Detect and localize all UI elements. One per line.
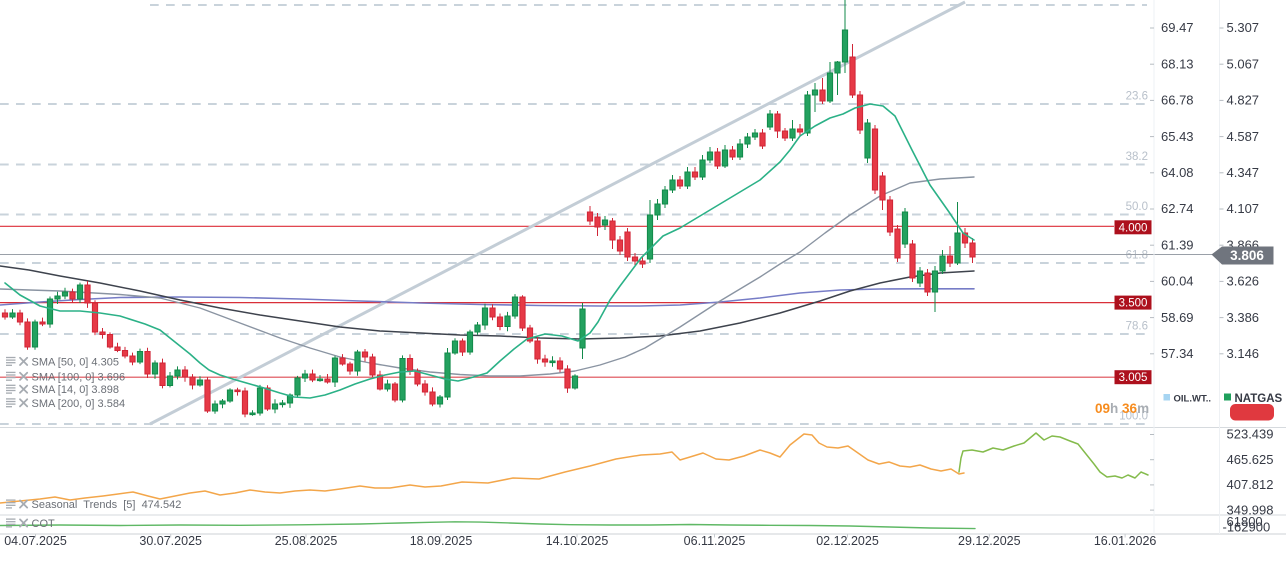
svg-text:60.04: 60.04 [1161,274,1194,289]
svg-text:523.439: 523.439 [1227,427,1274,442]
svg-text:25.08.2025: 25.08.2025 [275,534,338,548]
svg-text:4.000: 4.000 [1119,222,1148,234]
svg-text:18.09.2025: 18.09.2025 [410,534,473,548]
svg-text:SMA [50, 0] 4.305: SMA [50, 0] 4.305 [32,356,119,368]
svg-text:58.69: 58.69 [1161,310,1194,325]
svg-text:23.6: 23.6 [1126,91,1148,103]
svg-text:4.827: 4.827 [1227,93,1260,108]
svg-text:06.11.2025: 06.11.2025 [684,534,746,548]
svg-text:02.12.2025: 02.12.2025 [816,534,879,548]
svg-text:57.34: 57.34 [1161,346,1194,361]
svg-text:5.067: 5.067 [1227,56,1260,71]
svg-text:100.0: 100.0 [1119,411,1148,423]
svg-text:5.307: 5.307 [1227,20,1260,35]
svg-text:29.12.2025: 29.12.2025 [958,534,1021,548]
svg-text:64.08: 64.08 [1161,165,1194,180]
svg-text:COT: COT [32,518,56,530]
svg-text:66.78: 66.78 [1161,93,1194,108]
svg-text:62.74: 62.74 [1161,201,1194,216]
svg-text:-162900: -162900 [1223,520,1271,535]
svg-text:09h 36m: 09h 36m [1095,401,1149,416]
svg-text:NATGAS: NATGAS [1235,393,1283,405]
svg-text:14.10.2025: 14.10.2025 [546,534,609,548]
svg-text:3.626: 3.626 [1227,274,1260,289]
svg-text:3.146: 3.146 [1227,346,1260,361]
svg-text:SMA [100, 0] 3.696: SMA [100, 0] 3.696 [32,371,126,383]
svg-text:407.812: 407.812 [1227,477,1274,492]
svg-text:3.386: 3.386 [1227,310,1260,325]
svg-text:30.07.2025: 30.07.2025 [139,534,202,548]
svg-text:SMA [200, 0] 3.584: SMA [200, 0] 3.584 [32,398,126,410]
svg-text:349.998: 349.998 [1227,502,1274,517]
svg-text:04.07.2025: 04.07.2025 [4,534,67,548]
svg-text:61800: 61800 [1227,514,1263,529]
svg-text:61.8: 61.8 [1126,250,1148,262]
svg-text:68.13: 68.13 [1161,56,1194,71]
svg-text:61.39: 61.39 [1161,237,1194,252]
svg-text:4.587: 4.587 [1227,129,1260,144]
svg-text:Seasonal Trends [5] 474.542: Seasonal Trends [5] 474.542 [32,499,182,511]
svg-text:69.47: 69.47 [1161,20,1194,35]
svg-text:3.806: 3.806 [1230,248,1264,263]
svg-text:4.347: 4.347 [1227,165,1260,180]
svg-text:50.0: 50.0 [1126,201,1148,213]
svg-text:SMA [14, 0] 3.898: SMA [14, 0] 3.898 [32,384,119,396]
svg-text:38.2: 38.2 [1126,151,1148,163]
svg-text:3.005: 3.005 [1119,372,1148,384]
svg-text:OIL.WT..: OIL.WT.. [1174,394,1211,405]
svg-text:465.625: 465.625 [1227,452,1274,467]
svg-text:16.01.2026: 16.01.2026 [1094,534,1157,548]
svg-text:4.107: 4.107 [1227,201,1260,216]
svg-text:3.500: 3.500 [1119,298,1148,310]
svg-text:78.6: 78.6 [1126,321,1148,333]
svg-text:65.43: 65.43 [1161,129,1194,144]
